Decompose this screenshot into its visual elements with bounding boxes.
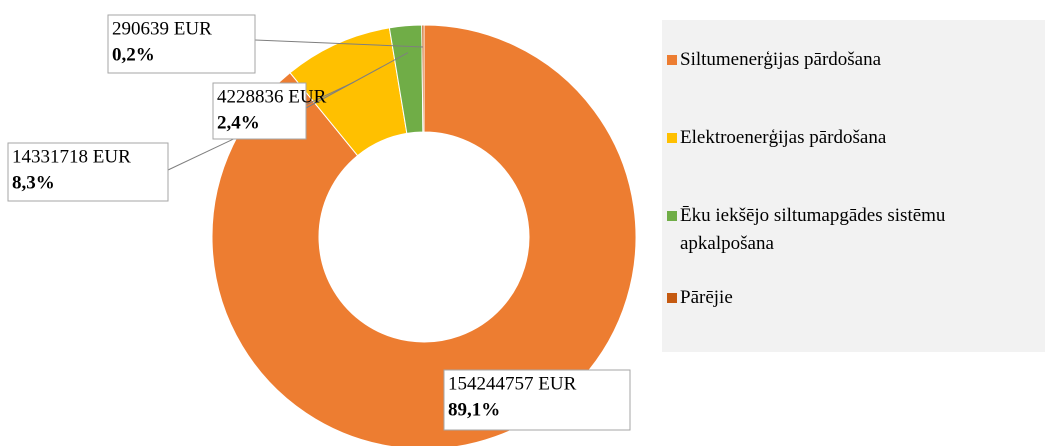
legend-swatch [667,55,677,65]
percent-label: 8,3% [12,172,55,193]
legend-entry: Pārējie [667,284,1025,312]
data-label: 154244757 EUR [448,373,577,394]
legend-swatch [667,211,677,221]
leader-line [254,39,424,48]
data-label: 4228836 EUR [217,86,327,107]
legend-label: Ēku iekšējo siltumapgādes sistēmu apkalp… [680,205,946,254]
legend-entry: Siltumenerģijas pārdošana [667,46,1025,74]
percent-label: 89,1% [448,399,500,420]
label-box [7,142,169,202]
data-label: 14331718 EUR [12,146,131,167]
legend: Siltumenerģijas pārdošana Elektroenerģija… [662,20,1045,352]
donut-slice [421,24,425,133]
legend-swatch [667,133,677,143]
leader-line [305,52,409,109]
donut-slice [211,24,637,446]
legend-label: Elektroenerģijas pārdošana [680,127,887,148]
data-label: 290639 EUR [112,18,212,39]
label-box [107,14,256,74]
label-box [443,369,631,431]
legend-label: Pārējie [680,287,733,308]
legend-label: Siltumenerģijas pārdošana [680,49,882,70]
legend-swatch [667,293,677,303]
legend-entry: Elektroenerģijas pārdošana [667,124,1025,152]
label-box [212,82,307,140]
percent-label: 2,4% [217,112,260,133]
legend-entry: Ēku iekšējo siltumapgādes sistēmu apkalp… [667,202,1025,258]
percent-label: 0,2% [112,44,155,65]
